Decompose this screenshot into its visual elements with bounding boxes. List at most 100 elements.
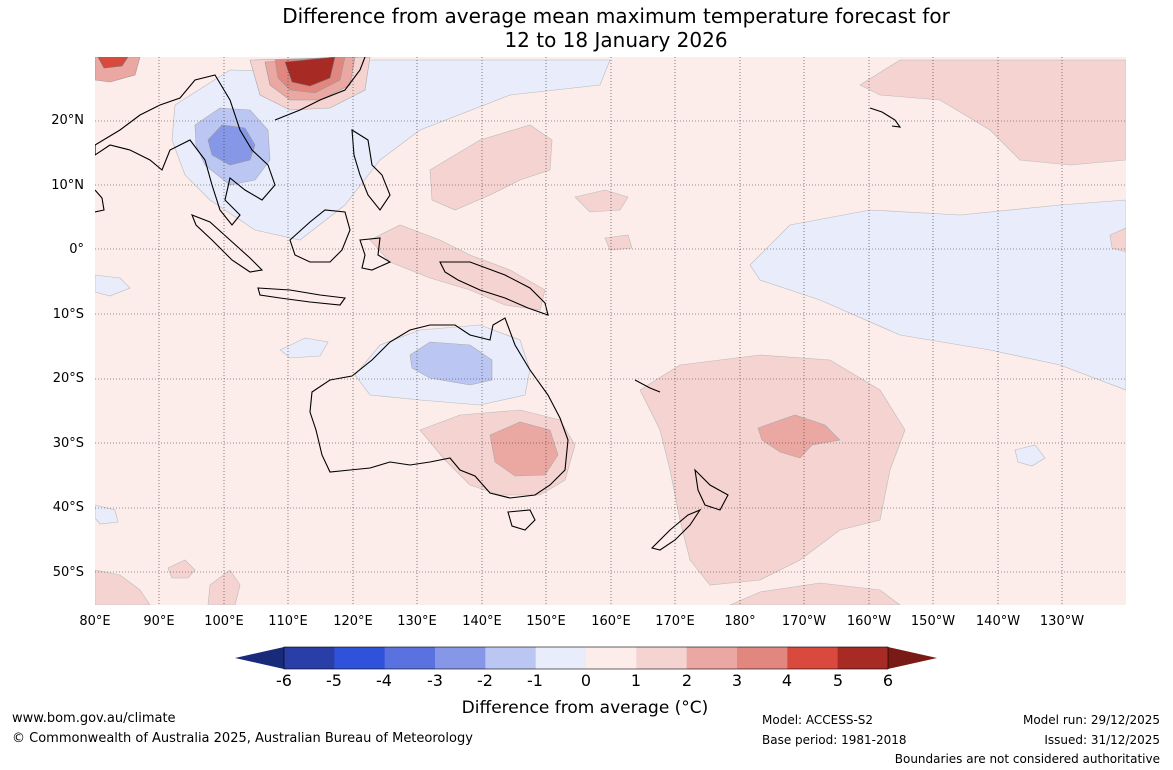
lon-label-150w: 150°W [910, 614, 956, 629]
colorbar-low-extension [235, 647, 284, 669]
anomaly-contours [95, 57, 1126, 605]
lon-label-90e: 90°E [143, 614, 175, 629]
lon-label-140w: 140°W [975, 614, 1021, 629]
coastline-sulawesi [359, 237, 392, 271]
footer-model-run: Model run: 29/12/2025 [1022, 713, 1160, 727]
colorbar-tick-minus3: -3 [427, 671, 443, 690]
coastline-sri-lanka [95, 189, 105, 213]
colorbar-cells [284, 647, 889, 669]
colorbar-cell [636, 647, 688, 669]
colorbar-tick-minus4: -4 [376, 671, 392, 690]
negative-anomaly-patch-sw [95, 504, 119, 525]
lon-label-100e: 100°E [204, 614, 244, 629]
lat-label-40s: 40°S [52, 500, 84, 515]
footer-disclaimer: Boundaries are not considered authoritat… [894, 752, 1160, 766]
footer-model: Model: ACCESS-S2 [762, 713, 874, 727]
colorbar-frame [283, 646, 889, 670]
coastline-philippines [351, 128, 391, 211]
coastline-java [257, 287, 346, 306]
anomaly-plus-1-patch-b [574, 189, 629, 213]
anomaly-plus-1-patch-a [167, 559, 196, 579]
colorbar-cell [535, 647, 587, 669]
anomaly-plus-2-south-australia [489, 421, 559, 477]
coastline-new-zealand-north [694, 468, 729, 511]
lon-label-110e: 110°E [268, 614, 308, 629]
title-line-2: 12 to 18 January 2026 [504, 28, 728, 52]
colorbar-cell [435, 647, 486, 669]
anomaly-plus-4-china [284, 57, 336, 87]
coastline-hawaii [869, 107, 902, 128]
lat-label-30s: 30°S [52, 436, 84, 451]
anomaly-plus-1-south-indian [207, 569, 241, 605]
colorbar-tick-minus2: -2 [477, 671, 493, 690]
lon-label-160e: 160°E [591, 614, 631, 629]
colorbar-tick-5: 5 [832, 671, 844, 690]
negative-anomaly-patch-indian [279, 337, 329, 359]
colorbar-cell [384, 647, 436, 669]
colorbar-tick-4: 4 [781, 671, 793, 690]
lon-label-130w: 130°W [1039, 614, 1085, 629]
negative-anomaly-region-central-pacific [749, 199, 1126, 391]
colorbar-cell [284, 647, 335, 669]
lon-label-140e: 140°E [462, 614, 502, 629]
lat-label-50s: 50°S [52, 565, 84, 580]
chart-title: Difference from average mean maximum tem… [0, 4, 1173, 52]
coastline-tasmania [507, 509, 536, 531]
anomaly-plus-2-tasman [757, 414, 841, 459]
colorbar-cell [686, 647, 738, 669]
colorbar-tick-6: 6 [882, 671, 894, 690]
footer-base-period: Base period: 1981-2018 [762, 733, 907, 747]
coastline-china-east [274, 57, 366, 121]
coastlines [95, 57, 902, 551]
colorbar-high-extension [888, 647, 937, 669]
lat-label-10n: 10°N [51, 178, 84, 193]
lon-label-170e: 170°E [655, 614, 695, 629]
coastline-sumatra [191, 214, 264, 273]
anomaly-plus-1-patch-c [604, 234, 633, 251]
lat-label-10s: 10°S [52, 307, 84, 322]
graticule [95, 57, 1126, 605]
anomaly-plus-1-south-west-pacific [729, 582, 901, 605]
footer-website[interactable]: www.bom.gov.au/climate [12, 711, 176, 726]
colorbar-cell [334, 647, 386, 669]
colorbar-tick-1: 1 [630, 671, 642, 690]
lon-label-120e: 120°E [333, 614, 373, 629]
colorbar-title: Difference from average (°C) [461, 698, 709, 718]
negative-anomaly-patch-east [1014, 444, 1046, 467]
lat-label-equator: 0° [69, 242, 84, 257]
title-line-1: Difference from average mean maximum tem… [282, 4, 950, 28]
lon-label-130e: 130°E [397, 614, 437, 629]
negative-anomaly-patch-west [95, 274, 131, 297]
coastline-new-zealand-south [650, 508, 702, 551]
anomaly-plus-1-north-pacific [429, 124, 553, 211]
colorbar-tick-3: 3 [731, 671, 743, 690]
colorbar [235, 646, 937, 670]
colorbar-tick-minus1: -1 [527, 671, 543, 690]
colorbar-tick-minus6: -6 [276, 671, 292, 690]
anomaly-plus-1-sw-corner [95, 569, 151, 605]
colorbar-cell [485, 647, 537, 669]
anomaly-minus-2-north-australia [409, 341, 493, 386]
coastline-australia [309, 317, 569, 499]
coastline-new-guinea [439, 261, 549, 316]
colorbar-cell [837, 647, 889, 669]
footer-issued: Issued: 31/12/2025 [1044, 733, 1160, 747]
colorbar-tick-minus5: -5 [326, 671, 342, 690]
anomaly-plus-4-northwest [97, 57, 129, 69]
colorbar-cell [737, 647, 788, 669]
lon-label-180: 180° [724, 614, 756, 629]
footer-copyright: © Commonwealth of Australia 2025, Austra… [12, 731, 473, 746]
anomaly-plus-1-tasman [639, 354, 906, 586]
anomaly-plus-1-patch-d [1109, 227, 1126, 253]
colorbar-cell [787, 647, 839, 669]
colorbar-tick-0: 0 [580, 671, 592, 690]
coastline-new-caledonia [634, 379, 661, 393]
coastline-borneo [289, 209, 351, 263]
anomaly-plus-1-north-east [859, 59, 1126, 166]
lon-label-160w: 160°W [846, 614, 892, 629]
lon-label-80e: 80°E [79, 614, 111, 629]
coastline-mainland-asia [95, 74, 276, 226]
lon-label-170w: 170°W [781, 614, 827, 629]
lon-label-150e: 150°E [526, 614, 566, 629]
